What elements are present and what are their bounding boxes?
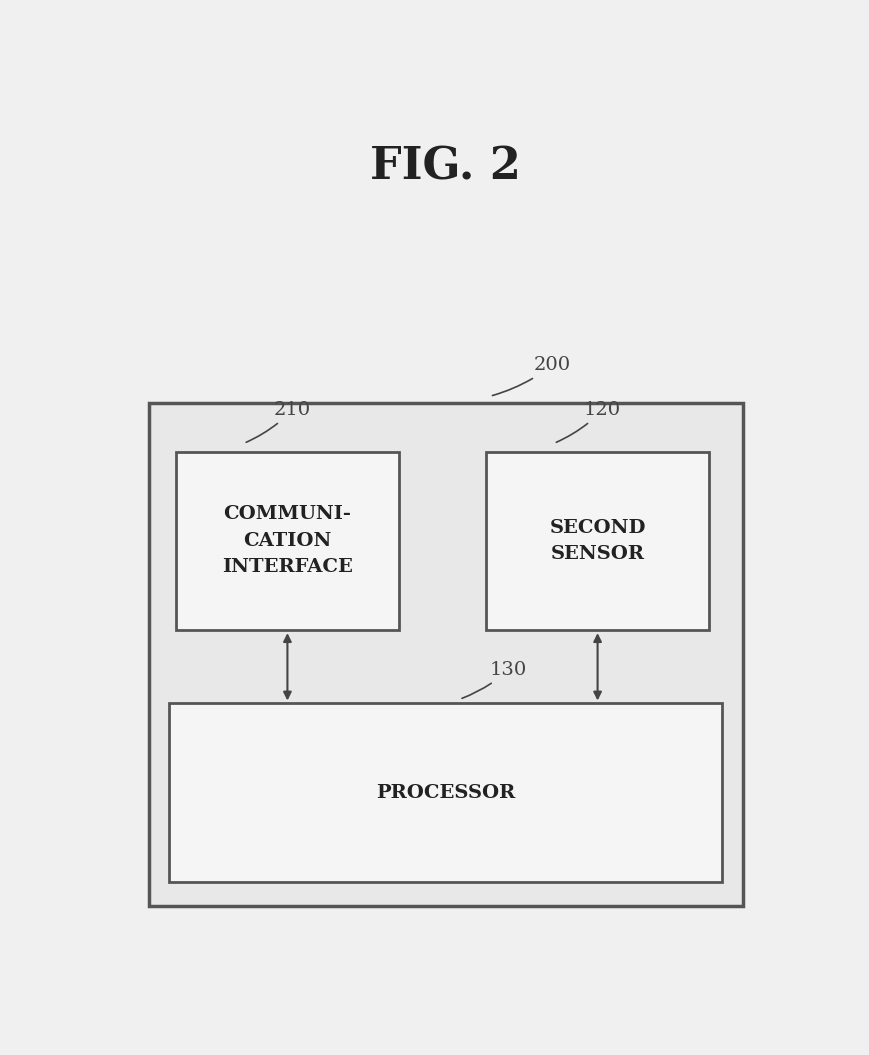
Bar bbox=[176, 452, 398, 630]
Text: COMMUNI-
CATION
INTERFACE: COMMUNI- CATION INTERFACE bbox=[222, 505, 353, 576]
Bar bbox=[149, 403, 741, 906]
Text: FIG. 2: FIG. 2 bbox=[370, 146, 521, 189]
Text: PROCESSOR: PROCESSOR bbox=[375, 784, 515, 802]
Text: SECOND
SENSOR: SECOND SENSOR bbox=[548, 519, 645, 563]
Text: 120: 120 bbox=[555, 401, 620, 442]
Text: 130: 130 bbox=[461, 660, 527, 698]
Bar bbox=[486, 452, 708, 630]
Text: 210: 210 bbox=[246, 401, 311, 442]
Bar bbox=[169, 704, 721, 882]
Text: 200: 200 bbox=[492, 357, 570, 396]
